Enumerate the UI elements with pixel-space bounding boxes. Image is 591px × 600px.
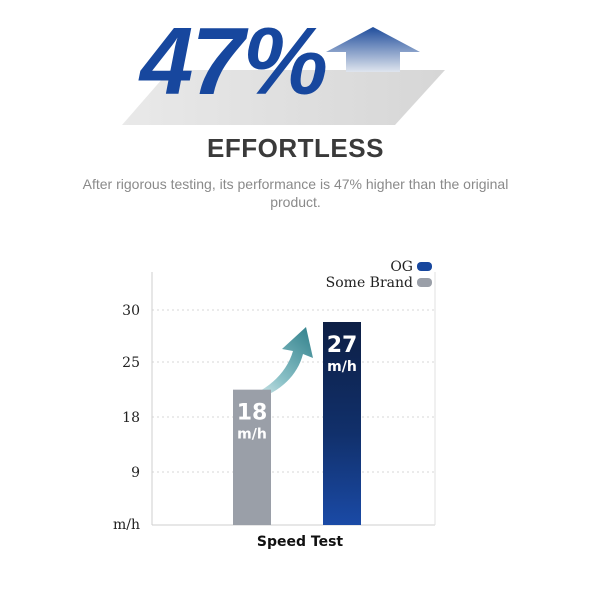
hero-section: 47% EFFORTLESS After rigorous testing, i…	[0, 0, 591, 220]
legend-label: OG	[390, 259, 413, 275]
y-tick-labels: 30 25 18 9 m/h	[113, 303, 140, 533]
y-tick-label: 18	[122, 410, 140, 426]
y-tick-label: 9	[131, 465, 140, 481]
legend-swatch	[417, 278, 432, 287]
y-tick-label: 30	[122, 303, 140, 319]
percent-figure: 47%	[140, 8, 328, 115]
axes	[151, 272, 436, 526]
x-axis-title: Speed Test	[257, 534, 344, 550]
bar-some-brand	[233, 389, 271, 525]
bar-unit-label: m/h	[327, 359, 357, 375]
y-tick-label: 25	[122, 355, 140, 371]
headline: EFFORTLESS	[207, 133, 384, 163]
growth-arrow-icon	[232, 327, 313, 403]
bar-value-label: 27	[327, 333, 358, 358]
perspective-floor	[122, 70, 445, 125]
bar-value-label: 18	[237, 401, 268, 426]
description: After rigorous testing, its performance …	[82, 176, 509, 210]
grid-lines	[152, 309, 435, 473]
bar-og	[323, 322, 361, 525]
y-tick-label: m/h	[113, 517, 140, 533]
bar-unit-label: m/h	[237, 427, 267, 443]
legend-label: Some Brand	[326, 275, 413, 291]
up-arrow-icon	[326, 27, 420, 72]
hero-graphic	[122, 27, 445, 125]
legend-swatch	[417, 262, 432, 271]
